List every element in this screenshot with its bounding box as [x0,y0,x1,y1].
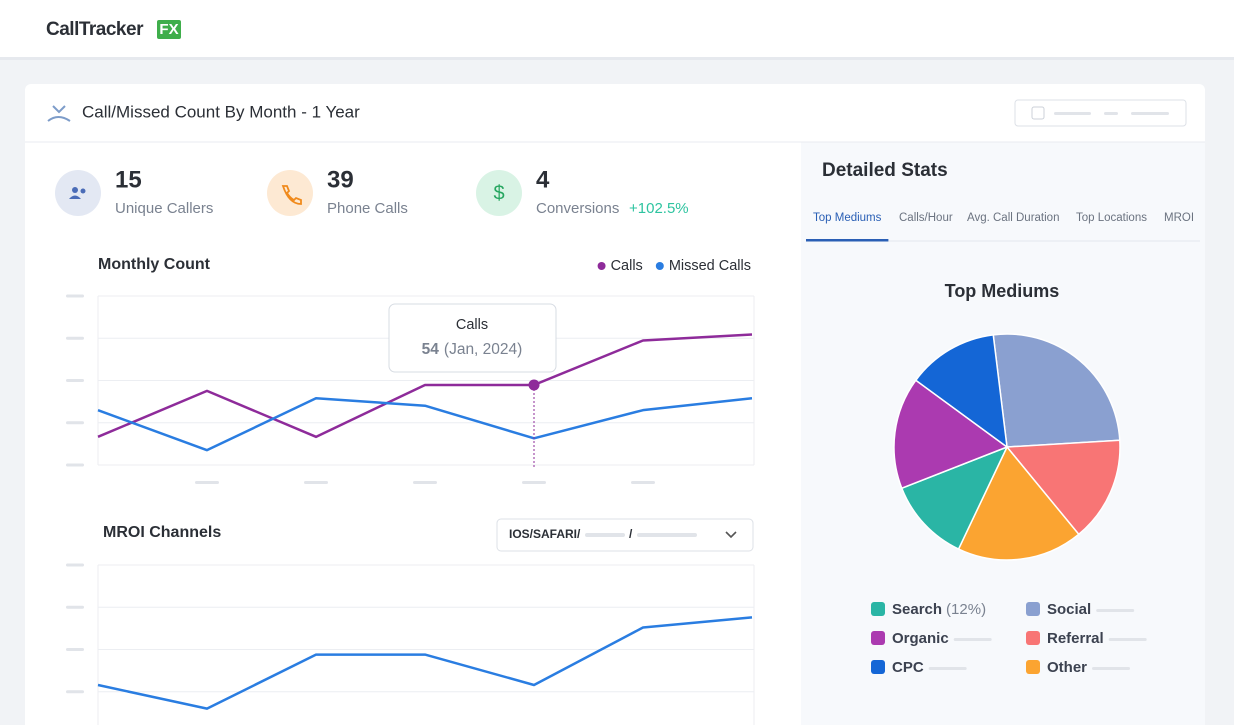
chart-title: MROI Channels [103,524,221,541]
tick-placeholder [66,379,84,382]
select-text: IOS/SAFARI/ [509,527,581,541]
date-picker[interactable] [1014,99,1187,127]
tab[interactable]: MROI [1164,212,1194,224]
stat-icon [55,170,101,216]
placeholder [1131,112,1169,115]
point [528,379,540,391]
stat-label: Unique Callers [115,200,213,217]
tab[interactable]: Top Locations [1076,212,1147,224]
placeholder [1104,112,1118,115]
phone-icon [281,185,302,205]
legend-dot [655,262,664,270]
placeholder [928,667,967,670]
chart-title: Top Mediums [945,281,1060,301]
tooltip-title: Calls [456,317,488,333]
chart-title: Monthly Count [98,256,211,273]
placeholder [1108,638,1147,641]
pie-slice [914,334,1008,449]
stat-icon [476,170,522,216]
legend-swatch [871,631,885,645]
legend-dot [597,262,606,270]
dollar-icon: $ [493,182,504,204]
placeholder [953,638,992,641]
stat-value: 4 [536,166,550,193]
card-title: Call/Missed Count By Month - 1 Year [82,102,360,121]
tick-placeholder [66,563,84,567]
tooltip-value: 54 [422,341,440,358]
legend-label: CPC [892,659,924,676]
legend-swatch [1026,631,1040,645]
legend-label: Calls [611,258,643,274]
tooltip-label: (Jan, 2024) [444,341,522,358]
tick-placeholder [195,481,219,484]
users-icon [69,187,86,199]
stat-value: 39 [327,166,354,193]
line [97,333,753,439]
placeholder [637,533,697,537]
legend-swatch [1026,660,1040,674]
legend-label: Referral [1047,630,1104,647]
tick-placeholder [522,481,546,484]
tick-placeholder [66,605,84,609]
stat-label: Conversions [536,200,619,217]
legend-value: (12%) [946,601,986,618]
calendar-icon [1031,106,1045,120]
stat-change: +102.5% [629,200,689,217]
pie-slice [893,379,1009,490]
card-icon [47,105,71,122]
tick-placeholder [413,481,437,484]
tick-placeholder [66,648,84,651]
tab[interactable]: Avg. Call Duration [967,212,1059,224]
legend-label: Missed Calls [669,258,751,274]
logo-badge: FX [159,21,178,38]
legend-swatch [871,660,885,674]
tick-placeholder [631,481,655,484]
top-bar-shadow [0,57,1234,60]
tick-placeholder [66,294,84,298]
legend-label: Social [1047,601,1091,618]
line [97,397,753,452]
legend-swatch [1026,602,1040,616]
select-text: / [629,527,633,541]
tick-placeholder [66,421,84,425]
legend-label: Organic [892,630,949,647]
tooltip-body: 54 (Jan, 2024) [422,341,523,358]
placeholder [1092,667,1131,670]
tick-placeholder [66,690,84,694]
tabs: Top Mediums Calls/Hour Avg. Call Duration T… [813,212,1194,224]
logo-badge-bg [157,20,181,39]
pie-slice [957,445,1080,561]
legend-swatch [871,602,885,616]
placeholder [585,533,625,537]
legend-label: Search [892,601,942,618]
pie-slice [992,333,1121,448]
line [97,616,753,710]
tick-placeholder [66,463,84,467]
stat-label: Phone Calls [327,200,408,217]
stat-value: 15 [115,166,142,193]
tab-underline [806,239,889,242]
panel-title: Detailed Stats [822,160,948,181]
chevron [725,531,737,539]
placeholder [1054,112,1091,115]
stat-icon [267,170,313,216]
top-bar [0,0,1234,57]
tooltip [388,303,557,373]
tab[interactable]: Calls/Hour [899,212,953,224]
tick-placeholder [66,336,84,340]
pie-slice [900,445,1009,551]
legend-label: Other [1047,659,1087,676]
tab[interactable]: Top Mediums [813,212,882,224]
tick-placeholder [304,481,328,484]
placeholder [1096,609,1135,612]
logo[interactable]: CallTracker [46,19,145,40]
pie-slice [1005,439,1121,536]
